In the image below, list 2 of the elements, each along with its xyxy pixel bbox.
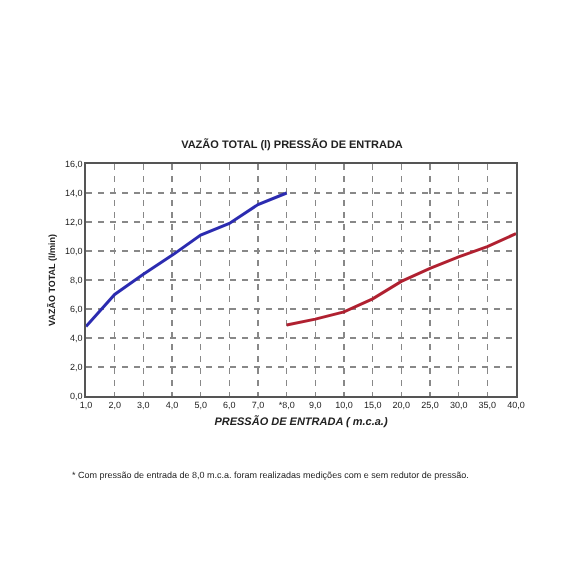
line-series xyxy=(86,191,289,328)
line-series xyxy=(285,232,516,327)
